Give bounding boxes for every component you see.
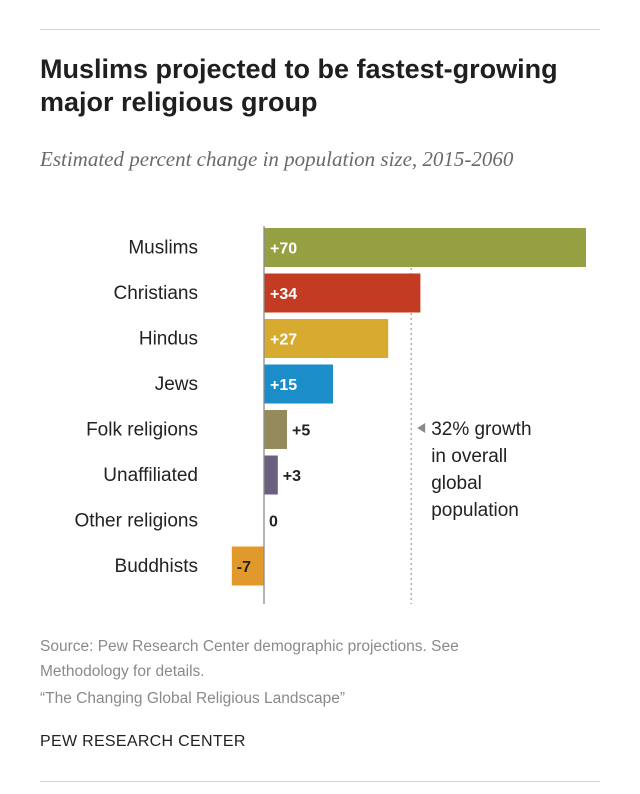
value-label-hindus: +27 bbox=[270, 332, 297, 349]
chart-title: Muslims projected to be fastest-growing … bbox=[40, 54, 558, 117]
bar-chart: Muslims +70 Christians +34 Hindus +27 Jews +15 F… bbox=[74, 226, 586, 604]
value-label-muslims: +70 bbox=[270, 241, 297, 258]
category-label-other-religions: Other religions bbox=[74, 511, 198, 532]
category-label-muslims: Muslims bbox=[128, 238, 198, 259]
value-label-buddhists: -7 bbox=[237, 559, 251, 576]
bar-buddhists bbox=[231, 546, 264, 586]
value-label-christians: +34 bbox=[270, 286, 297, 303]
bar-muslims bbox=[264, 228, 586, 267]
category-label-hindus: Hindus bbox=[139, 329, 198, 350]
category-label-christians: Christians bbox=[114, 283, 198, 304]
reference-marker-icon bbox=[417, 423, 426, 433]
reference-annotation-line: in overall bbox=[431, 446, 507, 467]
bar-folk-religions bbox=[264, 410, 287, 449]
organization-name: PEW RESEARCH CENTER bbox=[40, 733, 246, 750]
value-label-other-religions: 0 bbox=[269, 514, 278, 531]
source-note: Source: Pew Research Center demographic … bbox=[40, 638, 459, 655]
category-label-buddhists: Buddhists bbox=[115, 556, 198, 577]
reference-annotation-line: 32% growth bbox=[431, 419, 531, 440]
bar-jews bbox=[264, 364, 333, 404]
category-label-jews: Jews bbox=[155, 374, 198, 395]
bar-hindus bbox=[264, 319, 389, 358]
source-note-continued: Methodology for details. bbox=[40, 663, 205, 680]
bar-christians bbox=[264, 273, 421, 313]
category-label-unaffiliated: Unaffiliated bbox=[103, 465, 198, 486]
category-label-folk-religions: Folk religions bbox=[86, 420, 198, 441]
chart-subtitle: Estimated percent change in population s… bbox=[40, 147, 514, 171]
report-title: “The Changing Global Religious Landscape… bbox=[40, 690, 346, 707]
bar-unaffiliated bbox=[264, 455, 278, 495]
bottom-divider bbox=[40, 781, 600, 782]
value-label-jews: +15 bbox=[270, 377, 297, 394]
reference-annotation-line: global bbox=[431, 473, 482, 494]
top-divider bbox=[40, 29, 600, 30]
value-label-unaffiliated: +3 bbox=[283, 468, 301, 485]
reference-annotation-line: population bbox=[431, 500, 519, 521]
value-label-folk-religions: +5 bbox=[292, 423, 310, 440]
